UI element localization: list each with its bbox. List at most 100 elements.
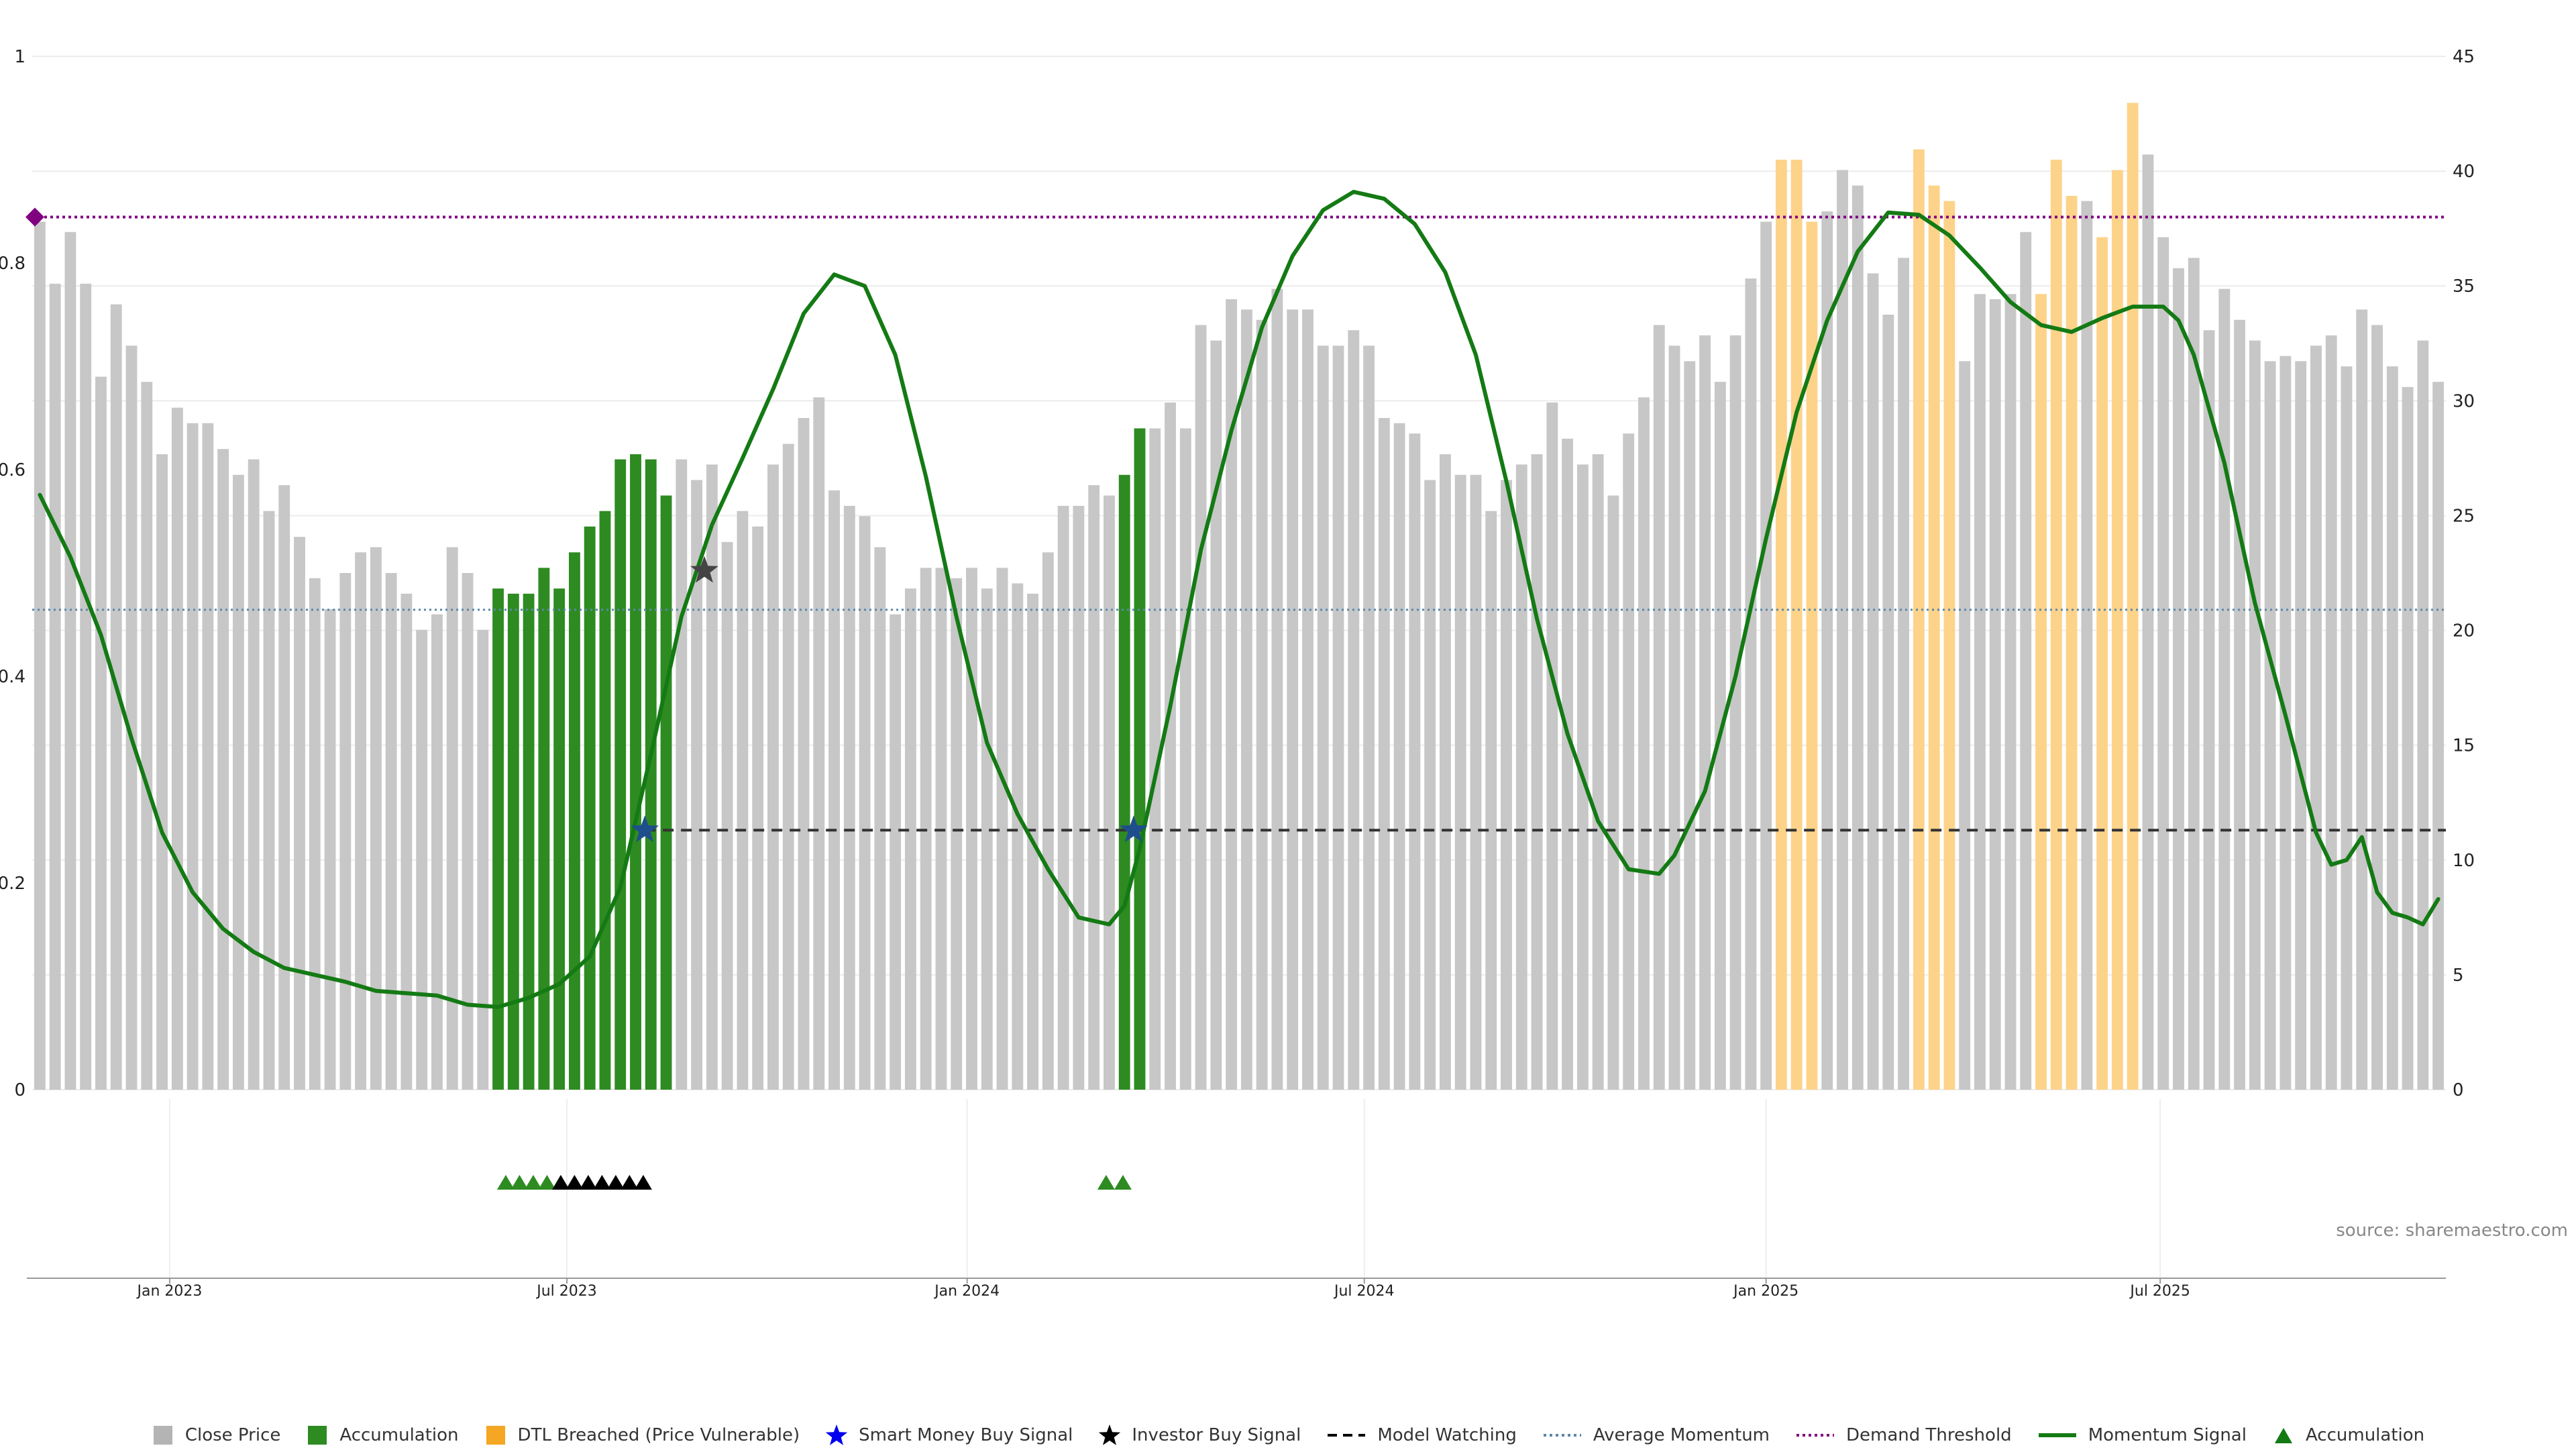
close-price-bar [1057, 505, 1069, 1090]
accumulation-triangle [621, 1175, 639, 1190]
close-price-bar [1073, 505, 1085, 1090]
close-price-bar [1454, 474, 1466, 1090]
dtl-breached-bar [2111, 170, 2123, 1090]
accumulation-triangle [566, 1175, 584, 1190]
close-price-bar [1699, 335, 1711, 1090]
close-price-bar [385, 573, 397, 1090]
close-price-bar [202, 423, 214, 1090]
close-price-bar [171, 407, 183, 1090]
legend-item: Accumulation [306, 1424, 459, 1447]
legend-label: DTL Breached (Price Vulnerable) [517, 1425, 800, 1445]
legend-square-icon [486, 1426, 505, 1445]
close-price-bar [1729, 335, 1741, 1090]
close-price-bar [1409, 433, 1421, 1090]
close-price-bar [1837, 170, 1848, 1090]
right-axis-tick: 35 [2453, 276, 2475, 297]
dtl-breached-bar [1913, 149, 1925, 1090]
close-price-bar [263, 511, 275, 1090]
x-axis-tick: Jan 2024 [933, 1283, 1000, 1300]
close-price-bar [1898, 258, 1910, 1090]
close-price-bar [737, 511, 749, 1090]
close-price-bar [446, 547, 458, 1090]
close-price-bar [141, 382, 153, 1090]
legend-dash-icon [1328, 1434, 1366, 1437]
dtl-breached-bar [1790, 160, 1803, 1090]
accumulation-triangle [634, 1175, 652, 1190]
lower-panel [496, 1175, 1132, 1190]
close-price-bar [232, 474, 244, 1090]
close-price-bar [1332, 346, 1344, 1090]
close-price-bar [1638, 397, 1650, 1090]
close-price-bar [1393, 423, 1405, 1090]
close-price-bar [186, 423, 199, 1090]
accumulation-bar [538, 568, 550, 1090]
investor-buy-star [690, 556, 718, 583]
close-price-bar [782, 444, 794, 1090]
close-price-bar [890, 614, 902, 1090]
dtl-breached-bar [2065, 195, 2078, 1090]
close-price-bar [1317, 346, 1329, 1090]
accumulation-bar [507, 593, 519, 1090]
right-axis-tick: 30 [2453, 391, 2475, 411]
close-price-bar [1179, 428, 1191, 1090]
legend-item: Demand Threshold [1795, 1424, 2012, 1447]
close-price-bar [294, 537, 305, 1090]
accumulation-bar [492, 588, 504, 1090]
dtl-breached-bar [2096, 237, 2108, 1090]
close-price-bar [2432, 382, 2445, 1090]
left-axis-tick: 0.6 [0, 460, 25, 480]
x-axis-tick: Jan 2023 [136, 1283, 202, 1300]
accumulation-bar [645, 459, 657, 1090]
legend-item: Accumulation [2272, 1424, 2424, 1447]
accumulation-triangle [1097, 1175, 1115, 1190]
legend-star-icon [825, 1424, 848, 1445]
close-price-bar [324, 609, 336, 1090]
close-price-bar [1195, 325, 1207, 1090]
close-price-bar [1745, 278, 1757, 1090]
close-price-bar [248, 459, 260, 1090]
accumulation-triangle [524, 1175, 542, 1190]
close-price-bar [2188, 258, 2200, 1090]
legend: Close Price Accumulation DTL Breached (Pri… [0, 1418, 2576, 1452]
reference-lines [25, 207, 2446, 832]
close-price-bar [828, 490, 840, 1090]
dtl-breached-bar [1806, 221, 1818, 1090]
legend-label: Average Momentum [1593, 1425, 1770, 1445]
accumulation-triangle [579, 1175, 597, 1190]
close-price-bar [2173, 268, 2184, 1090]
close-price-bar [920, 568, 932, 1090]
close-price-bar [1562, 438, 1574, 1090]
close-price-bar [1439, 454, 1451, 1090]
legend-label: Investor Buy Signal [1132, 1425, 1301, 1445]
momentum-signal-line [38, 189, 2440, 1009]
close-price-bar [1501, 480, 1512, 1090]
close-price-bar [1271, 289, 1283, 1090]
smart-money-buy-star [1119, 815, 1148, 843]
close-price-bar [2325, 335, 2337, 1090]
left-axis-tick: 0.8 [0, 254, 25, 274]
close-price-bar [2371, 325, 2383, 1090]
legend-star-icon [1099, 1424, 1121, 1445]
close-price-bar [935, 568, 947, 1090]
close-price-bar [1592, 454, 1604, 1090]
close-price-bar [691, 480, 703, 1090]
close-price-bar [2234, 319, 2246, 1090]
accumulation-triangle [511, 1175, 529, 1190]
close-price-bar [1088, 485, 1100, 1090]
accumulation-triangle [593, 1175, 611, 1190]
left-axis-tick: 0.2 [0, 874, 25, 894]
close-price-bar [2356, 309, 2368, 1090]
close-price-bar [2249, 340, 2261, 1090]
close-price-bar [1470, 474, 1482, 1090]
accumulation-bar [599, 511, 611, 1090]
left-axis-tick: 0.4 [0, 667, 25, 687]
legend-swatch [486, 1426, 505, 1445]
legend-item: Model Watching [1326, 1424, 1517, 1447]
dtl-breached-bar [1775, 160, 1787, 1090]
legend-square-icon [308, 1426, 327, 1445]
legend-item: Investor Buy Signal [1098, 1424, 1301, 1447]
accumulation-triangle [551, 1175, 570, 1190]
right-axis-tick: 25 [2453, 506, 2475, 526]
close-price-bar [2218, 289, 2231, 1090]
close-price-bar [1226, 299, 1238, 1090]
